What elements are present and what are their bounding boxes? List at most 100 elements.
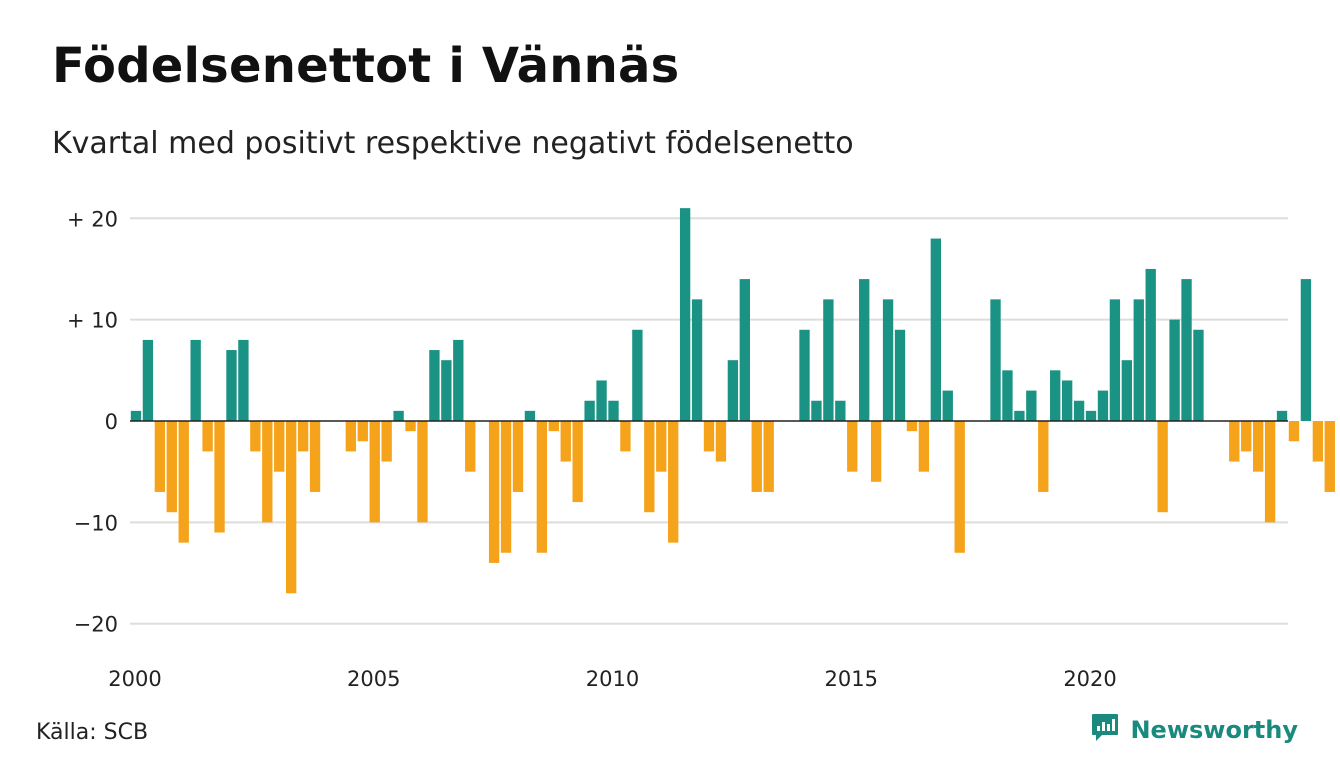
- bar: [679, 208, 691, 421]
- y-tick-label: 0: [105, 410, 118, 434]
- bar-layer: [130, 208, 1335, 594]
- bar: [166, 421, 177, 513]
- bar: [1169, 319, 1180, 421]
- x-tick-label: 2000: [108, 667, 161, 691]
- bar: [429, 350, 440, 421]
- bar: [488, 421, 500, 563]
- chart-title: Födelsenettot i Vännäs: [52, 38, 680, 94]
- bar: [1085, 410, 1097, 421]
- bar: [405, 421, 416, 432]
- bar: [1014, 410, 1025, 421]
- bar: [238, 339, 249, 421]
- bar: [1288, 421, 1300, 442]
- bar: [190, 339, 201, 421]
- x-tick-label: 2015: [825, 667, 878, 691]
- bar: [751, 421, 762, 492]
- bar: [465, 421, 476, 472]
- bar: [1300, 279, 1312, 421]
- bar: [632, 329, 643, 421]
- bar: [620, 421, 631, 452]
- bar: [142, 339, 154, 421]
- bar: [644, 421, 655, 513]
- bar: [1193, 329, 1204, 421]
- bar: [894, 329, 906, 421]
- bar: [1073, 400, 1085, 421]
- bar: [859, 279, 870, 421]
- bar: [1038, 421, 1049, 492]
- bar: [1145, 268, 1156, 421]
- y-tick-label: −10: [74, 511, 118, 535]
- bar: [596, 380, 607, 421]
- bar: [942, 390, 953, 421]
- axis-layer: + 20 + 10 0 −10 −20 2000 2005 2010 2015 2020: [67, 207, 1288, 691]
- y-tick-label: + 10: [67, 309, 118, 333]
- bar: [202, 421, 213, 452]
- x-tick-label: 2020: [1063, 667, 1116, 691]
- grid-layer: [130, 217, 1288, 625]
- bar: [500, 421, 512, 553]
- bar: [882, 299, 894, 421]
- bar: [906, 421, 918, 432]
- bar: [1026, 390, 1037, 421]
- bar: [154, 421, 166, 492]
- bar: [1181, 279, 1192, 421]
- bar: [847, 421, 858, 472]
- chart-subtitle: Kvartal med positivt respektive negativt…: [52, 126, 854, 161]
- bar: [954, 421, 965, 553]
- bar: [727, 360, 739, 421]
- bar: [297, 421, 309, 452]
- bar: [441, 360, 452, 421]
- bar: [1061, 380, 1073, 421]
- bar: [369, 421, 380, 523]
- x-tick-label: 2005: [347, 667, 400, 691]
- bar: [1109, 299, 1121, 421]
- brand-name: Newsworthy: [1130, 715, 1298, 744]
- bar: [250, 421, 261, 452]
- bar: [1121, 360, 1133, 421]
- bar: [703, 421, 715, 452]
- bar: [1050, 370, 1061, 421]
- bar: [1133, 299, 1144, 421]
- bar: [739, 279, 750, 421]
- bar: [799, 329, 810, 421]
- bar: [560, 421, 571, 462]
- y-tick-label: −20: [74, 613, 118, 637]
- bar: [870, 421, 882, 482]
- bar: [512, 421, 524, 492]
- bar: [1264, 421, 1276, 523]
- bar: [1002, 370, 1013, 421]
- bar: [811, 400, 822, 421]
- bar: [286, 421, 297, 594]
- bar: [930, 238, 941, 421]
- bar: [1157, 421, 1168, 513]
- bar: [214, 421, 225, 533]
- bar: [572, 421, 583, 503]
- bar: [357, 421, 368, 442]
- bar: [990, 299, 1001, 421]
- bar: [1276, 410, 1288, 421]
- bar: [1324, 421, 1335, 492]
- bar: [608, 400, 619, 421]
- source-note: Källa: SCB: [36, 720, 149, 745]
- bar: [178, 421, 189, 543]
- bar: [381, 421, 392, 462]
- bar: [548, 421, 559, 432]
- bar: [656, 421, 667, 472]
- bar: [1097, 390, 1109, 421]
- bar: [1241, 421, 1252, 452]
- bar: [823, 299, 834, 421]
- bar: [918, 421, 930, 472]
- bar: [453, 339, 464, 421]
- bar: [130, 410, 142, 421]
- bar: [226, 350, 237, 421]
- bar: [536, 421, 548, 553]
- bar: [345, 421, 357, 452]
- bar: [584, 400, 595, 421]
- brand-logo[interactable]: Newsworthy: [1090, 712, 1298, 747]
- bar: [715, 421, 727, 462]
- bar: [668, 421, 679, 543]
- bar: [1252, 421, 1264, 472]
- bar: [417, 421, 428, 523]
- bar: [1229, 421, 1240, 462]
